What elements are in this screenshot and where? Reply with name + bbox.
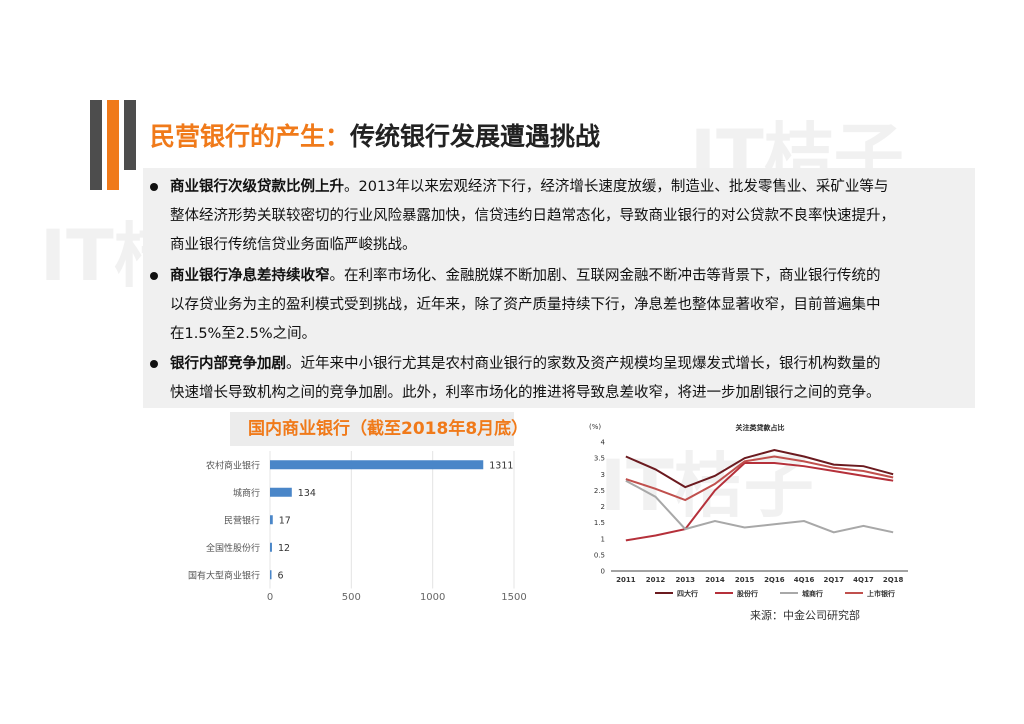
title-decoration-bar <box>124 100 136 170</box>
series-line <box>625 455 894 502</box>
x-tick-label: 1500 <box>501 592 526 603</box>
y-tick-label: 3.5 <box>594 455 605 463</box>
line-chart: 关注类贷款占比 (%) 0 0.5 1 1.5 2 2.5 3 3.5 4 2011 2012 2013 2… <box>589 423 908 598</box>
series-line <box>625 449 894 489</box>
data-label: 1311 <box>489 460 513 471</box>
series-line <box>625 479 894 534</box>
source-note: 来源：中金公司研究部 <box>750 609 860 622</box>
x-tick-label: 1000 <box>420 592 445 603</box>
data-label: 12 <box>278 543 290 554</box>
bullet-heading: 商业银行净息差持续收窄 <box>170 268 330 284</box>
bar <box>270 515 273 525</box>
bullet-text: 。在利率市场化、金融脱媒不断加剧、互联网金融不断冲击等背景下，商业银行传统的 <box>329 268 881 284</box>
x-tick-label: 2Q16 <box>764 576 785 584</box>
x-tick-label: 2015 <box>735 576 755 584</box>
y-tick-label: 4 <box>601 439 606 447</box>
legend-label: 四大行 <box>677 589 698 598</box>
x-tick-label: 4Q17 <box>853 576 874 584</box>
y-tick-label: 1.5 <box>594 519 605 527</box>
bullet-dot <box>150 360 158 368</box>
x-tick-label: 0 <box>267 592 273 603</box>
x-tick-label: 500 <box>342 592 361 603</box>
bar <box>270 570 272 580</box>
x-tick-label: 2013 <box>676 576 696 584</box>
page-title: 民营银行的产生：传统银行发展遭遇挑战 <box>150 117 600 153</box>
x-tick-label: 2011 <box>616 576 636 584</box>
bar-chart: 0 500 1000 1500 农村商业银行 1311 城商行 134 民营银行 17 全国性股份行… <box>188 451 527 603</box>
bullet-text: 。2013年以来宏观经济下行，经济增长速度放缓，制造业、批发零售业、采矿业等与 <box>344 179 889 195</box>
bullet-text: 以存贷业务为主的盈利模式受到挑战，近年来，除了资产质量持续下行，净息差也整体显著… <box>170 297 881 313</box>
bullet-text: 商业银行传统信贷业务面临严峻挑战。 <box>170 237 417 253</box>
legend-label: 股份行 <box>736 589 758 598</box>
bullet-heading: 银行内部竞争加剧 <box>170 356 286 372</box>
category-label: 民营银行 <box>224 514 260 526</box>
y-tick-label: 0.5 <box>594 551 605 559</box>
y-tick-label: 2.5 <box>594 487 605 495</box>
y-axis-label: (%) <box>589 423 601 431</box>
page-title-dark: 传统银行发展遭遇挑战 <box>350 122 601 151</box>
x-tick-label: 2014 <box>705 576 725 584</box>
y-tick-label: 1 <box>601 535 605 543</box>
y-tick-label: 3 <box>601 471 605 479</box>
legend-label: 上市银行 <box>867 589 895 598</box>
bullet-item: 商业银行净息差持续收窄。在利率市场化、金融脱媒不断加剧、互联网金融不断冲击等背景… <box>150 262 945 349</box>
bullet-dot <box>150 183 158 191</box>
category-label: 城商行 <box>233 487 260 499</box>
bullet-panel <box>143 168 975 408</box>
series-line <box>625 461 894 542</box>
bullet-text: 快速增长导致机构之间的竞争加剧。此外，利率市场化的推进将导致息差收窄，将进一步加… <box>170 385 881 401</box>
y-tick-label: 0 <box>601 568 605 576</box>
y-tick-label: 2 <box>601 503 605 511</box>
bullet-item: 商业银行次级贷款比例上升。2013年以来宏观经济下行，经济增长速度放缓，制造业、… <box>150 173 945 260</box>
bullet-text: 整体经济形势关联较密切的行业风险暴露加快，信贷违约日趋常态化，导致商业银行的对公… <box>170 208 895 224</box>
title-decoration-bar <box>107 100 119 190</box>
x-tick-label: 2Q18 <box>883 576 904 584</box>
chart-title: 关注类贷款占比 <box>736 423 785 432</box>
title-decoration-bar <box>90 100 102 190</box>
bullet-dot <box>150 272 158 280</box>
bar-chart-title: 国内商业银行（截至2018年8月底） <box>230 412 528 446</box>
data-label: 6 <box>278 570 284 581</box>
page-title-orange: 民营银行的产生： <box>150 122 351 151</box>
bar <box>270 487 292 497</box>
x-tick-label: 4Q16 <box>794 576 815 584</box>
data-label: 17 <box>279 515 291 526</box>
bar <box>270 542 272 552</box>
bullet-heading: 商业银行次级贷款比例上升 <box>170 179 344 195</box>
bullet-text: 在1.5%至2.5%之间。 <box>170 326 317 342</box>
bullet-item: 银行内部竞争加剧。近年来中小银行尤其是农村商业银行的家数及资产规模均呈现爆发式增… <box>150 350 945 408</box>
category-label: 国有大型商业银行 <box>188 569 260 581</box>
category-label: 农村商业银行 <box>206 459 260 471</box>
x-tick-label: 2012 <box>646 576 666 584</box>
legend-label: 城商行 <box>802 589 823 598</box>
x-tick-label: 2Q17 <box>823 576 844 584</box>
category-label: 全国性股份行 <box>206 542 260 554</box>
bar <box>270 460 484 470</box>
data-label: 134 <box>298 488 316 499</box>
bullet-text: 。近年来中小银行尤其是农村商业银行的家数及资产规模均呈现爆发式增长，银行机构数量… <box>286 356 881 372</box>
